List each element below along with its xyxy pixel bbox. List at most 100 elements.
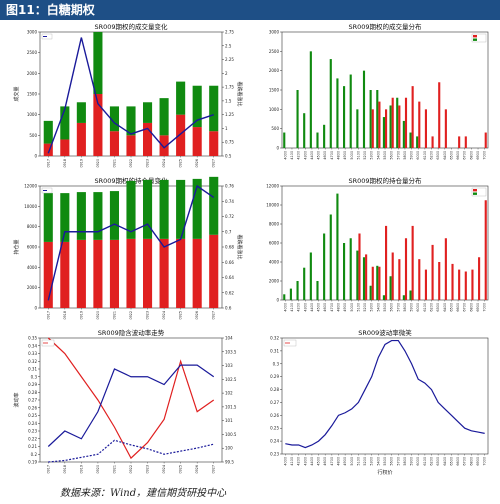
y-tick-label: 0.27: [28, 398, 37, 403]
put-bar: [60, 193, 70, 242]
x-tick-label: 6600: [456, 457, 460, 466]
y-tick-label: 0.31: [28, 367, 37, 372]
put-bar: [389, 105, 392, 148]
put-bar: [126, 180, 136, 239]
y2-tick-label: 2.25: [225, 57, 234, 62]
call-bar: [411, 86, 414, 148]
x-tick-label: 6600: [456, 303, 460, 312]
put-bar: [176, 179, 186, 239]
x-tick-label: 0920: [96, 159, 100, 168]
x-tick-label: 0927: [212, 159, 216, 168]
put-bar: [343, 86, 346, 148]
x-tick-label: 5000: [350, 151, 354, 160]
x-tick-label: 5500: [383, 303, 387, 312]
x-tick-label: 0926: [195, 159, 199, 168]
y2-tick-label: 103.5: [225, 349, 237, 354]
y-tick-label: 0.35: [28, 336, 37, 341]
x-tick-label: 6400: [443, 151, 447, 160]
y2-tick-label: 0.76: [225, 184, 234, 189]
y-tick-label: 0.32: [28, 359, 37, 364]
call-bar: [142, 122, 153, 156]
call-bar: [418, 101, 421, 148]
x-tick-label: 4700: [330, 151, 334, 160]
call-bar: [126, 238, 136, 308]
legend-call-swatch: [473, 189, 477, 192]
x-tick-label: 0919: [79, 159, 83, 168]
x-tick-label: 0923: [146, 159, 150, 168]
call-bar: [424, 109, 427, 148]
y-tick-label: 6000: [27, 245, 38, 250]
call-bar: [464, 136, 467, 148]
put-bar: [209, 85, 219, 132]
y2-tick-label: 0.72: [225, 214, 234, 219]
y2-tick-label: 0.7: [225, 229, 232, 234]
put-bar: [283, 132, 286, 148]
put-bar: [93, 32, 103, 94]
put-bar: [402, 295, 405, 300]
y-tick-label: 0.3: [31, 374, 38, 379]
call-bar: [391, 97, 394, 148]
x-tick-label: 5900: [410, 151, 414, 160]
x-tick-label: 6600: [456, 151, 460, 160]
x-tick-label: 0920: [96, 311, 100, 320]
call-bar: [404, 97, 408, 148]
x-tick-label: 6100: [423, 151, 427, 160]
x-tick-label: 5800: [403, 151, 407, 160]
x-tick-label: 4700: [330, 303, 334, 312]
x-tick-label: 0917: [46, 311, 50, 320]
open-interest-change-chart: SR009期权的持仓量变化 0 2000 4000 6000 8000 10000 12000…: [13, 176, 243, 320]
x-tick-label: 5100: [356, 303, 360, 312]
x-tick-label: 0925: [179, 159, 183, 168]
put-bar: [402, 120, 405, 148]
x-tick-label: 0922: [129, 311, 133, 320]
figure-title: 图11：白糖期权: [6, 3, 95, 17]
x-tick-label: 0918: [63, 311, 67, 320]
x-tick-label: 5700: [396, 151, 400, 160]
put-bar: [303, 267, 306, 300]
x-tick-label: 0925: [179, 311, 183, 320]
call-bar: [60, 139, 70, 156]
put-bar: [329, 59, 332, 148]
y-tick-label: 0.29: [28, 382, 37, 387]
x-tick-label: 4200: [297, 303, 301, 312]
x-tick-label: 0925: [179, 465, 183, 474]
x-tick-label: 5300: [370, 151, 374, 160]
plot-frame: [281, 337, 489, 455]
x-tick-label: 6800: [469, 303, 473, 312]
x-tick-label: 4100: [290, 151, 294, 160]
call-bar: [93, 94, 103, 156]
y-tick-label: 4000: [269, 260, 280, 265]
put-bar: [349, 238, 352, 300]
y-tick-label: 6000: [269, 241, 280, 246]
legend-put-swatch: [473, 38, 477, 41]
y-tick-label: 0.28: [28, 390, 37, 395]
x-tick-label: 0927: [212, 311, 216, 320]
panel-vol-smile: SR009波动率微笑 0.23 0.24 0.25 0.26 0.27 0.28 0.29 0.…: [250, 328, 500, 478]
put-bar: [329, 214, 332, 300]
put-bar: [396, 97, 399, 148]
put-bar: [382, 117, 385, 148]
call-bar: [385, 225, 388, 300]
figure-banner: 图11：白糖期权: [0, 0, 500, 20]
y-tick-label: 1500: [269, 88, 280, 93]
y2-tick-label: 0.68: [225, 245, 234, 250]
x-tick-label: 5800: [403, 457, 407, 466]
x-tick-label: 4800: [336, 151, 340, 160]
put-bar: [209, 176, 219, 235]
put-bar: [126, 106, 136, 136]
call-bar: [398, 259, 401, 300]
x-tick-label: 5100: [356, 457, 360, 466]
x-tick-label: 4800: [336, 303, 340, 312]
y-tick-label: 8000: [27, 224, 38, 229]
y-tick-label: 0.25: [270, 426, 279, 431]
y2-tick-label: 103: [225, 363, 233, 368]
call-bar: [438, 82, 441, 148]
y-axis-label: 持仓量: [13, 239, 20, 254]
legend-put-swatch: [473, 192, 477, 195]
put-bar: [376, 90, 379, 148]
x-tick-label: 5000: [350, 303, 354, 312]
y-tick-label: 2000: [269, 279, 280, 284]
call-bar: [471, 269, 474, 300]
call-bar: [159, 135, 169, 156]
put-bar: [283, 294, 286, 300]
